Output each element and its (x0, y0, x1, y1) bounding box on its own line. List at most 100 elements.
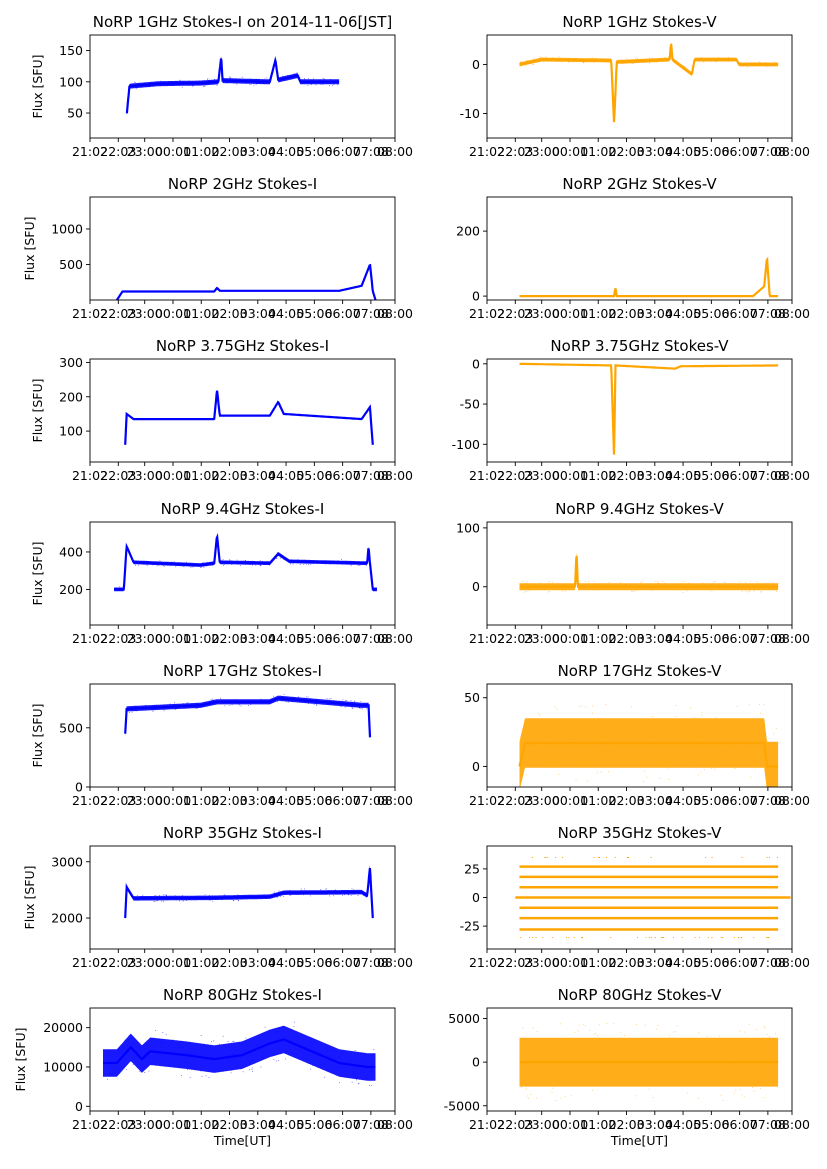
data-point (297, 696, 299, 698)
data-point (719, 1035, 721, 1037)
data-point (738, 936, 740, 939)
x-tick-label: 06:07 (325, 793, 361, 808)
data-point (293, 1021, 295, 1023)
data-point (675, 704, 677, 706)
data-point (521, 1086, 523, 1088)
data-point (212, 900, 214, 902)
data-point (693, 583, 695, 585)
data-point (334, 889, 336, 891)
x-tick-label: 03:04 (637, 793, 673, 808)
data-point (552, 936, 554, 939)
data-point (637, 57, 639, 59)
data-point (585, 61, 587, 63)
data-point (262, 1057, 264, 1059)
data-point (370, 1071, 372, 1073)
y-tick-label: 3000 (51, 854, 83, 869)
data-point (353, 1073, 355, 1075)
data-point (768, 1036, 770, 1038)
data-point (353, 706, 355, 708)
data-band (519, 42, 779, 124)
data-point (635, 765, 637, 767)
data-point (622, 724, 624, 726)
data-point (275, 1030, 277, 1032)
x-tick-label: 04:05 (268, 1117, 304, 1132)
data-point (304, 78, 306, 80)
data-point (775, 591, 777, 593)
x-tick-label: 06:07 (722, 468, 758, 483)
data-point (567, 583, 569, 585)
data-point (198, 80, 200, 82)
data-point (750, 580, 752, 582)
data-point (752, 1087, 754, 1089)
x-tick-label: 22:03 (497, 1117, 533, 1132)
x-tick-label: 01:02 (183, 1117, 219, 1132)
data-point (337, 560, 339, 562)
x-tick-label: 08:00 (774, 631, 810, 646)
data-point (711, 856, 713, 859)
x-tick-label: 06:07 (722, 955, 758, 970)
data-point (146, 564, 148, 566)
data-point (313, 703, 315, 705)
data-point (161, 1043, 163, 1045)
data-point (179, 900, 181, 902)
data-series (124, 865, 374, 921)
data-point (186, 561, 188, 563)
data-point (164, 894, 166, 896)
data-point (188, 80, 190, 82)
data-point (741, 1094, 743, 1096)
data-point (581, 705, 583, 707)
data-point (734, 1055, 736, 1057)
x-tick-label: 06:07 (325, 144, 361, 159)
data-point (365, 565, 367, 567)
data-point (747, 1046, 749, 1048)
data-point (350, 894, 352, 896)
data-point (654, 754, 656, 756)
data-point (195, 707, 197, 709)
data-point (712, 582, 714, 584)
data-point (257, 82, 259, 84)
data-point (594, 1032, 596, 1034)
data-point (360, 700, 362, 702)
data-point (649, 61, 651, 63)
x-tick-label: 07:08 (353, 793, 389, 808)
data-point (575, 778, 577, 780)
data-point (768, 751, 770, 753)
data-point (144, 1072, 146, 1074)
data-point (146, 560, 148, 562)
x-tick-label: 03:04 (637, 306, 673, 321)
data-point (307, 85, 309, 87)
data-point (238, 704, 240, 706)
x-tick-label: 22:03 (100, 144, 136, 159)
data-point (182, 899, 184, 901)
data-point (560, 1097, 562, 1099)
data-point (709, 1076, 711, 1078)
data-point (601, 736, 603, 738)
x-tick-label: 23:00 (127, 144, 163, 159)
data-point (279, 1027, 281, 1029)
data-point (709, 589, 711, 591)
data-point (287, 701, 289, 703)
data-point (307, 702, 309, 704)
x-tick-label: 03:04 (240, 955, 276, 970)
x-tick-label: 04:05 (665, 1117, 701, 1132)
y-tick-label: 0 (472, 289, 480, 304)
data-point (528, 936, 531, 939)
subplot-14: -5000 0 5000 21:0222:0323:0000:0101:0202:03… (444, 986, 810, 1148)
data-point (756, 1028, 758, 1030)
data-point (253, 84, 255, 86)
y-tick-label: -10 (460, 106, 480, 121)
data-point (521, 1063, 523, 1065)
x-tick-label: 02:03 (212, 306, 248, 321)
data-point (194, 898, 196, 900)
data-series (103, 1021, 376, 1087)
data-point (578, 758, 580, 760)
data-point (520, 743, 522, 745)
data-point (204, 894, 206, 896)
data-point (303, 894, 305, 896)
data-point (543, 61, 545, 63)
x-tick-label: 05:06 (296, 955, 332, 970)
x-tick-label: 23:00 (524, 144, 560, 159)
data-point (608, 581, 610, 583)
data-point (276, 1052, 278, 1054)
data-point (525, 64, 527, 66)
